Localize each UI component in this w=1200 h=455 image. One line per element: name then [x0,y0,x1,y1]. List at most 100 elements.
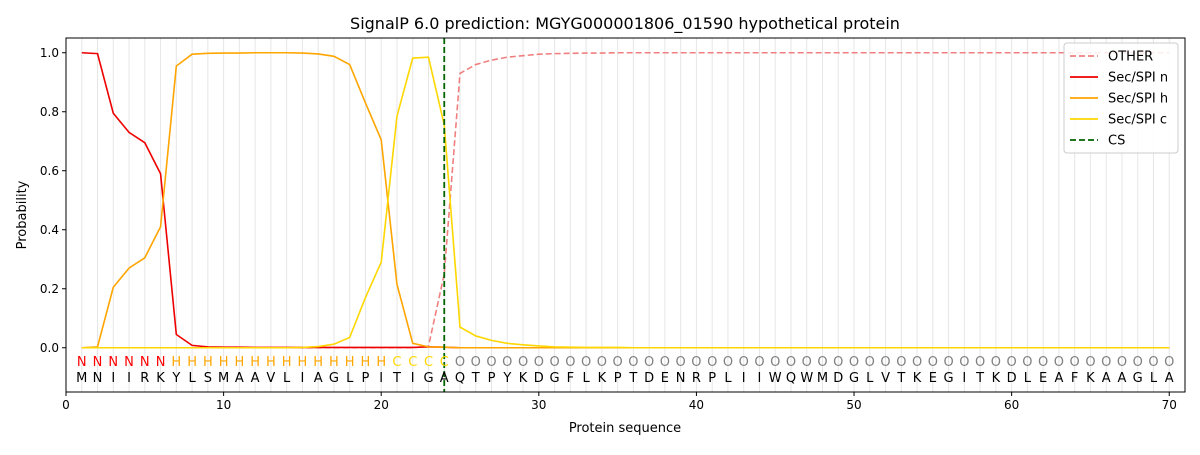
plot-frame [65,37,1186,393]
residue-label: E [1039,371,1047,386]
region-label: C [424,355,433,370]
residue-label: V [881,371,890,386]
x-tick-label: 60 [1004,398,1019,412]
y-tick-label: 0.0 [40,341,59,355]
region-label: C [392,355,401,370]
region-label: O [597,355,607,370]
series-layer [81,38,1170,392]
residue-label: K [992,371,1001,386]
region-label: O [786,355,796,370]
region-label: O [565,355,575,370]
y-tick-label: 1.0 [40,46,59,60]
residue-label: I [962,371,966,386]
residue-label: F [1071,371,1078,386]
residue-label: T [628,371,637,386]
region-label: H [203,355,213,370]
region-label: O [975,355,985,370]
axis-layer: 0 10 20 30 40 50 60 70 0.0 0.2 0.4 0.6 0.8 1.0 [40,46,1177,412]
residue-label: D [644,371,654,386]
residue-label: K [156,371,165,386]
region-label: O [471,355,481,370]
region-label: O [723,355,733,370]
series-line-sec-spi-c [81,56,1170,349]
residue-label: M [76,371,87,386]
residue-label: M [218,371,229,386]
region-label: O [865,355,875,370]
region-label: O [991,355,1001,370]
residue-label: A [314,371,323,386]
region-label: O [707,355,717,370]
residue-label: S [204,371,212,386]
region-label: N [140,355,150,370]
residue-label: T [471,371,480,386]
region-label: O [1038,355,1048,370]
residue-label: N [93,371,103,386]
residue-label: G [944,371,954,386]
legend-label-sec-spi-n: Sec/SPI n [1108,71,1168,86]
region-label: O [896,355,906,370]
region-label: O [644,355,654,370]
region-label: O [928,355,938,370]
residue-label: Y [171,371,180,386]
residue-label: L [283,371,291,386]
region-label: O [833,355,843,370]
residue-label: I [411,371,415,386]
region-label: O [455,355,465,370]
residue-label: W [769,371,782,386]
residue-label: E [929,371,937,386]
region-label: O [817,355,827,370]
region-label: O [549,355,559,370]
residue-label: D [833,371,843,386]
residue-label: V [266,371,275,386]
legend-label-cs: CS [1108,134,1125,149]
residue-label: A [440,371,449,386]
region-label: O [613,355,623,370]
y-tick-label: 0.4 [40,223,59,237]
region-label: H [282,355,292,370]
residue-label: A [1165,371,1174,386]
region-label: O [1070,355,1080,370]
legend-label-sec-spi-c: Sec/SPI c [1108,113,1167,128]
region-label: O [802,355,812,370]
x-axis-label: Protein sequence [569,421,681,436]
residue-label: N [676,371,686,386]
region-label: O [502,355,512,370]
residue-label: G [849,371,859,386]
region-label: O [959,355,969,370]
region-label: O [849,355,859,370]
region-label: O [739,355,749,370]
residue-label: P [708,371,716,386]
legend-label-sec-spi-h: Sec/SPI h [1108,92,1168,107]
residue-label: E [661,371,669,386]
region-label: O [1133,355,1143,370]
region-label: N [156,355,166,370]
residue-label: P [488,371,496,386]
legend-label-other: OTHER [1108,50,1153,65]
chart-title: SignalP 6.0 prediction: MGYG000001806_01… [350,14,900,34]
residue-label: P [614,371,622,386]
residue-label: T [392,371,401,386]
region-label: H [345,355,355,370]
region-label: O [1022,355,1032,370]
residue-label: W [800,371,813,386]
region-label: O [660,355,670,370]
x-tick-label: 50 [846,398,861,412]
residue-label: K [519,371,528,386]
residue-label: G [550,371,560,386]
residue-label: R [140,371,149,386]
region-label: O [943,355,953,370]
residue-label: L [188,371,196,386]
region-label: H [376,355,386,370]
residue-label: A [251,371,260,386]
region-label: H [250,355,260,370]
region-label: H [313,355,323,370]
residue-label: L [1150,371,1158,386]
residue-label: T [975,371,984,386]
x-tick-label: 20 [374,398,389,412]
residue-label: G [329,371,339,386]
residue-label: D [534,371,544,386]
x-tick-label: 40 [689,398,704,412]
region-label: H [171,355,181,370]
